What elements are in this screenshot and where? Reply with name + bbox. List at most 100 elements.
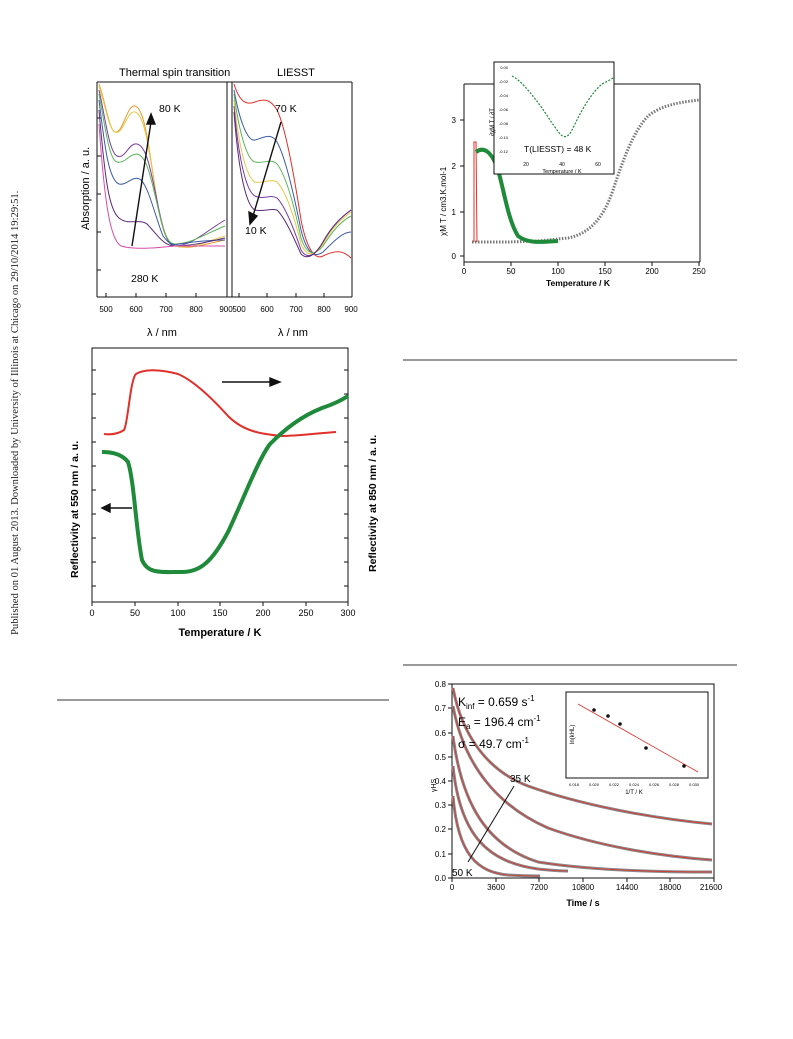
annotation-10k: 10 K bbox=[245, 225, 267, 237]
inset-b-xtick-20: 20 bbox=[523, 162, 529, 168]
tick-b-y-1: 1 bbox=[452, 208, 457, 217]
tick-b-y-0: 0 bbox=[452, 252, 457, 261]
inset-b-xtick-40: 40 bbox=[559, 162, 565, 168]
tick-d-y-1: 0.1 bbox=[435, 850, 447, 859]
tick-a-r-700: 700 bbox=[289, 305, 303, 314]
figure-absorption-spectra: Thermal spin transition LIESST Absorptio… bbox=[80, 67, 358, 339]
y-axis-label-absorption: Absorption / a. u. bbox=[80, 147, 92, 230]
relax-curve-50k bbox=[451, 795, 541, 878]
x-axis-label-right: λ / nm bbox=[278, 327, 308, 339]
divider-rule-right-2 bbox=[403, 664, 737, 666]
margin-note-text: Published on 01 August 2013. Downloaded … bbox=[10, 190, 21, 635]
tick-b-y-2: 2 bbox=[452, 162, 457, 171]
arrhenius-point-2 bbox=[606, 714, 610, 718]
tick-d-x-0: 0 bbox=[450, 883, 455, 892]
inset-d-xtick-5: 0.028 bbox=[669, 782, 680, 787]
tick-c-0: 0 bbox=[89, 608, 94, 618]
tick-d-y-8: 0.8 bbox=[435, 680, 447, 689]
title-liesst: LIESST bbox=[277, 67, 315, 79]
tick-b-x-150: 150 bbox=[598, 267, 612, 276]
inset-d-xtick-1: 0.020 bbox=[589, 782, 600, 787]
tick-d-y-4: 0.4 bbox=[435, 777, 447, 786]
tick-b-y-3: 3 bbox=[452, 116, 457, 125]
y-axis-label-550nm: Reflectivity at 550 nm / a. u. bbox=[69, 441, 81, 578]
x-axis-label-left: λ / nm bbox=[147, 327, 177, 339]
tick-a-r-500: 500 bbox=[232, 305, 246, 314]
inset-d-xtick-0: 0.018 bbox=[569, 782, 580, 787]
figure-chiT-liesst: 0 50 100 150 200 250 0 1 2 3 χM T / cm3.… bbox=[439, 61, 706, 288]
y-axis-label-850nm: Reflectivity at 850 nm / a. u. bbox=[367, 435, 378, 572]
arrhenius-point-4 bbox=[644, 746, 648, 750]
tick-b-x-250: 250 bbox=[692, 267, 706, 276]
tick-a-r-600: 600 bbox=[260, 305, 274, 314]
divider-rule-left bbox=[57, 699, 389, 701]
tick-c-200: 200 bbox=[255, 608, 270, 618]
inset-d-xtick-3: 0.024 bbox=[629, 782, 640, 787]
annotation-35k: 35 K bbox=[510, 774, 531, 785]
tick-c-100: 100 bbox=[170, 608, 185, 618]
tick-b-x-0: 0 bbox=[462, 267, 467, 276]
tick-a-l-900: 900 bbox=[219, 305, 233, 314]
tick-c-300: 300 bbox=[340, 608, 355, 618]
tick-a-r-900: 900 bbox=[344, 305, 358, 314]
inset-b-ytick-1: -0.02 bbox=[499, 79, 509, 84]
tick-b-x-200: 200 bbox=[645, 267, 659, 276]
inset-b-xtick-60: 60 bbox=[595, 162, 601, 168]
inset-b-ytick-2: -0.04 bbox=[499, 93, 509, 98]
arrhenius-point-3 bbox=[618, 722, 622, 726]
reflectivity-850nm-curve bbox=[103, 369, 337, 438]
y-axis-label-chiT: χM T / cm3.K.mol-1 bbox=[439, 166, 448, 236]
tick-a-l-600: 600 bbox=[129, 305, 143, 314]
tick-a-r-800: 800 bbox=[317, 305, 331, 314]
param-kinf: Kinf = 0.659 s-1 bbox=[458, 694, 535, 711]
inset-b-xlabel: Temperature / K bbox=[542, 169, 581, 175]
tick-d-y-6: 0.6 bbox=[435, 729, 447, 738]
param-sigma: σ = 49.7 cm-1 bbox=[458, 736, 529, 751]
x-axis-label-temperature-c: Temperature / K bbox=[179, 627, 262, 639]
tick-d-x-7200: 7200 bbox=[530, 883, 548, 892]
chiT-liesst-curve bbox=[474, 147, 559, 244]
tick-d-y-2: 0.2 bbox=[435, 825, 447, 834]
inset-d-ylabel: ln(kHL) bbox=[570, 725, 576, 744]
inset-b-ytick-6: -0.12 bbox=[499, 149, 509, 154]
inset-b-ytick-3: -0.06 bbox=[499, 107, 509, 112]
param-ea: Ea = 196.4 cm-1 bbox=[458, 714, 541, 731]
divider-rule-right-1 bbox=[403, 359, 737, 361]
figure-relaxation-kinetics: 0 3600 7200 10800 14400 18000 21600 0.0 … bbox=[431, 680, 723, 908]
tick-d-x-3600: 3600 bbox=[487, 883, 505, 892]
inset-b-ytick-0: 0.00 bbox=[500, 65, 509, 70]
tick-c-50: 50 bbox=[130, 608, 140, 618]
inset-b-ytick-5: -0.10 bbox=[499, 135, 509, 140]
chiT-heating-curve bbox=[472, 98, 700, 244]
figure-reflectivity: 0 50 100 150 200 250 300 Temperature / K… bbox=[69, 347, 378, 639]
y-axis-label-gamma-hs: γHS bbox=[431, 778, 438, 792]
tick-c-250: 250 bbox=[298, 608, 313, 618]
inset-derivative-curve bbox=[511, 75, 614, 138]
margin-note: Published on 01 August 2013. Downloaded … bbox=[6, 120, 30, 640]
inset-d-xtick-6: 0.030 bbox=[689, 782, 700, 787]
inset-d-xlabel: 1/T / K bbox=[625, 790, 643, 796]
annotation-50k: 50 K bbox=[452, 868, 473, 879]
x-axis-label-temperature-b: Temperature / K bbox=[546, 278, 611, 288]
arrhenius-point-1 bbox=[592, 708, 596, 712]
reflectivity-550nm-curve bbox=[101, 394, 350, 575]
x-axis-label-time: Time / s bbox=[566, 898, 599, 908]
tick-b-x-50: 50 bbox=[507, 267, 516, 276]
annotation-280k: 280 K bbox=[131, 273, 158, 285]
chiT-red-spike bbox=[473, 141, 478, 243]
tick-d-y-5: 0.5 bbox=[435, 753, 447, 762]
tick-d-x-18000: 18000 bbox=[659, 883, 682, 892]
title-thermal-spin-transition: Thermal spin transition bbox=[119, 67, 230, 79]
tick-a-l-700: 700 bbox=[159, 305, 173, 314]
inset-d-xtick-4: 0.026 bbox=[649, 782, 660, 787]
tick-c-150: 150 bbox=[212, 608, 227, 618]
tick-a-l-800: 800 bbox=[189, 305, 203, 314]
arrhenius-point-5 bbox=[682, 764, 686, 768]
tick-b-x-100: 100 bbox=[551, 267, 565, 276]
annotation-80k: 80 K bbox=[159, 103, 181, 115]
annotation-70k: 70 K bbox=[275, 103, 297, 115]
tick-d-y-3: 0.3 bbox=[435, 801, 447, 810]
tick-d-x-10800: 10800 bbox=[572, 883, 595, 892]
inset-b-ylabel: ∂χM T / ∂T bbox=[489, 108, 496, 136]
tick-a-l-500: 500 bbox=[99, 305, 113, 314]
